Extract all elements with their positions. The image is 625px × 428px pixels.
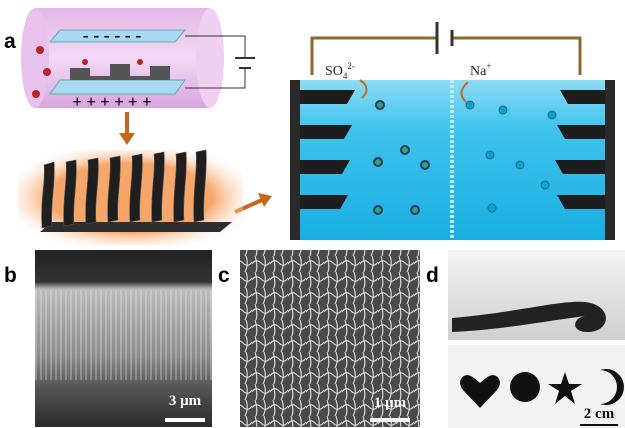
panel-label: c xyxy=(218,264,230,287)
positive-electrode: + + + + + + xyxy=(72,92,151,111)
anion-label: SO42- xyxy=(325,61,355,81)
cation: Na xyxy=(470,64,487,79)
scale-bar-label: 3 μm xyxy=(169,393,202,409)
panel-label: b xyxy=(4,264,17,287)
cation-label: Na+ xyxy=(470,61,491,79)
anion-subscript: 4 xyxy=(343,71,348,81)
panel-label: a xyxy=(4,30,16,53)
cation-charge: + xyxy=(486,61,491,71)
figure: a - - - - - - + + + + + + SO42- Na+ b 3 … xyxy=(0,0,625,428)
negative-electrode: - - - - - - xyxy=(83,25,141,45)
panel-label: d xyxy=(426,264,439,287)
nanowall-array xyxy=(18,150,243,245)
scale-bar-label: 1 μm xyxy=(374,395,407,411)
anion: SO xyxy=(325,64,343,79)
scale-bar-label: 2 cm xyxy=(584,406,615,422)
anion-charge: 2- xyxy=(347,61,355,71)
capacitor-cell xyxy=(290,22,615,240)
